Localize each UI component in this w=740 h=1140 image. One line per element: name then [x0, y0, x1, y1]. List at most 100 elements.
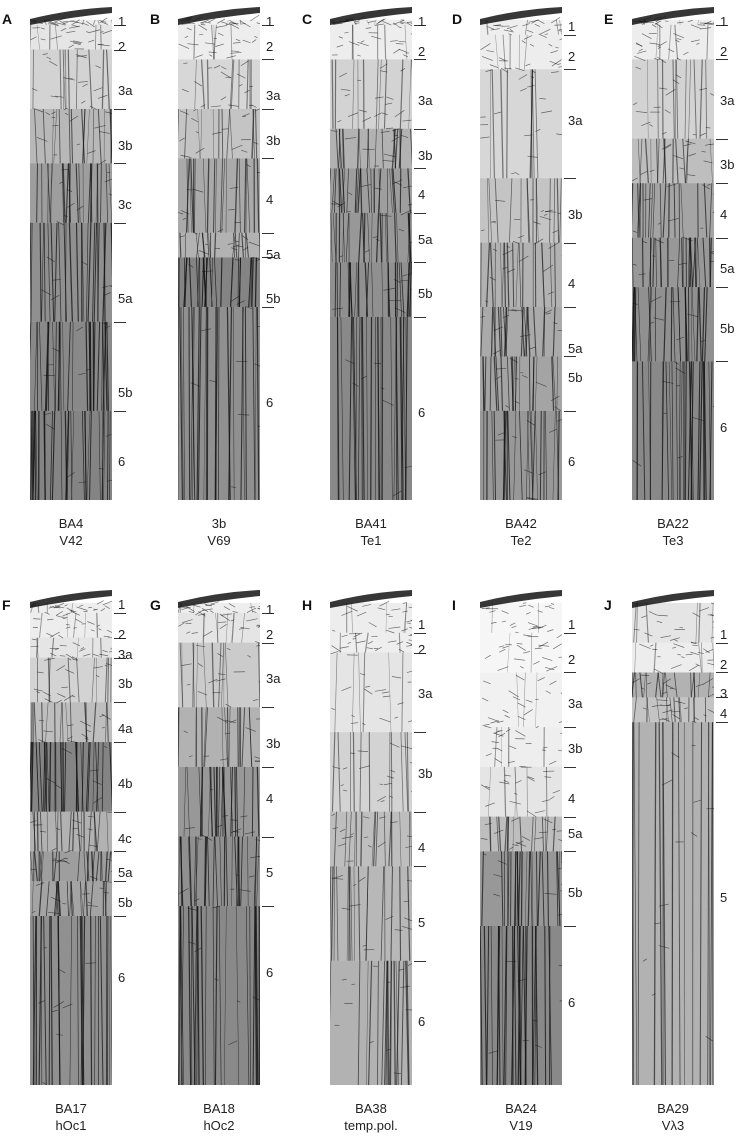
layer-label: 1	[418, 617, 426, 632]
region-name: V69	[207, 533, 231, 548]
layer-label: 5a	[266, 247, 281, 262]
layer-boundary-tick	[262, 307, 274, 308]
layer-boundary-tick	[414, 59, 426, 60]
layer-label: 5b	[568, 370, 583, 385]
layer-boundary-tick	[414, 213, 426, 214]
brodmann-area: BA42	[505, 516, 537, 531]
layer-boundary-tick	[262, 59, 274, 60]
fiber-texture	[632, 590, 714, 1085]
layer-boundary-tick	[564, 411, 576, 412]
layer-boundary-tick	[262, 109, 274, 110]
layer-label: 3b	[118, 676, 133, 691]
region-name: hOc2	[203, 1118, 235, 1133]
panel-letter: G	[150, 597, 161, 613]
layer-label: 3a	[266, 671, 281, 686]
layer-boundary-tick	[114, 742, 126, 743]
layer-boundary-tick	[716, 697, 728, 698]
fiber-texture	[178, 590, 260, 1085]
layer-label: 2	[266, 627, 274, 642]
layer-boundary-tick	[414, 653, 426, 654]
layer-label: 3b	[266, 133, 281, 148]
layer-label: 4	[720, 207, 728, 222]
myelin-stain-strip	[480, 588, 562, 1085]
panel-caption: 3b V69	[164, 515, 274, 549]
layer-label: 5b	[568, 885, 583, 900]
layer-boundary-tick	[564, 851, 576, 852]
layer-label: 3a	[418, 686, 433, 701]
layer-boundary-tick	[564, 35, 576, 36]
layer-boundary-tick	[414, 732, 426, 733]
brodmann-area: BA18	[203, 1101, 235, 1116]
layer-label: 6	[118, 454, 126, 469]
layer-label: 1	[118, 14, 126, 29]
layer-boundary-tick	[414, 961, 426, 962]
region-name: V42	[59, 533, 83, 548]
layer-label: 5	[266, 865, 274, 880]
fiber-texture	[480, 590, 562, 1085]
layer-label: 3b	[118, 138, 133, 153]
layer-label: 5a	[568, 826, 583, 841]
layer-boundary-tick	[564, 307, 576, 308]
panel-letter: I	[452, 597, 456, 613]
layer-label: 3b	[720, 157, 735, 172]
layer-label: 3a	[118, 647, 133, 662]
layer-label: 6	[266, 395, 274, 410]
panel-letter: A	[2, 11, 13, 27]
layer-label: 2	[118, 39, 126, 54]
panel-letter: J	[604, 597, 612, 613]
brodmann-area: BA29	[657, 1101, 689, 1116]
region-name: hOc1	[55, 1118, 87, 1133]
layer-boundary-tick	[414, 633, 426, 634]
layer-boundary-tick	[414, 866, 426, 867]
layer-boundary-tick	[564, 926, 576, 927]
layer-boundary-tick	[262, 257, 274, 258]
brodmann-area: BA4	[58, 516, 84, 531]
layer-boundary-tick	[114, 163, 126, 164]
layer-boundary-tick	[114, 322, 126, 323]
layer-label: 2	[418, 44, 426, 59]
layer-label: 3c	[118, 197, 132, 212]
layer-label: 5	[720, 890, 728, 905]
panel-letter: D	[452, 11, 463, 27]
layer-label: 3a	[568, 113, 583, 128]
myelin-stain-strip	[178, 588, 260, 1085]
layer-label: 5a	[568, 341, 583, 356]
layer-label: 6	[266, 965, 274, 980]
brodmann-area: 3b	[211, 516, 227, 531]
layer-boundary-tick	[716, 287, 728, 288]
layer-boundary-tick	[262, 767, 274, 768]
layer-boundary-tick	[414, 168, 426, 169]
layer-label: 1	[266, 14, 274, 29]
layer-boundary-tick	[414, 262, 426, 263]
layer-label: 5b	[118, 895, 133, 910]
layer-label: 2	[720, 657, 728, 672]
layer-label: 4	[418, 840, 426, 855]
layer-boundary-tick	[716, 25, 728, 26]
layer-label: 3a	[418, 93, 433, 108]
myelin-stain-strip	[30, 588, 112, 1085]
brodmann-area: BA17	[55, 1101, 87, 1116]
layer-boundary-tick	[262, 906, 274, 907]
myelin-stain-strip	[632, 5, 714, 500]
myelin-stain-strip	[480, 5, 562, 500]
layer-boundary-tick	[262, 613, 274, 614]
layer-label: 1	[418, 14, 426, 29]
layer-label: 2	[418, 642, 426, 657]
layer-label: 6	[568, 454, 576, 469]
layer-boundary-tick	[414, 812, 426, 813]
layer-boundary-tick	[262, 643, 274, 644]
panel-letter: F	[2, 597, 11, 613]
panel-caption: BA38 temp.pol.	[316, 1100, 426, 1134]
layer-boundary-tick	[716, 59, 728, 60]
layer-label: 3	[720, 686, 728, 701]
layer-boundary-tick	[114, 25, 126, 26]
layer-label: 6	[720, 420, 728, 435]
layer-boundary-tick	[114, 916, 126, 917]
layer-label: 3a	[568, 696, 583, 711]
layer-boundary-tick	[564, 633, 576, 634]
layer-label: 4c	[118, 831, 132, 846]
region-name: V19	[509, 1118, 533, 1133]
layer-boundary-tick	[114, 50, 126, 51]
layer-label: 3b	[418, 148, 433, 163]
layer-label: 4	[568, 276, 576, 291]
